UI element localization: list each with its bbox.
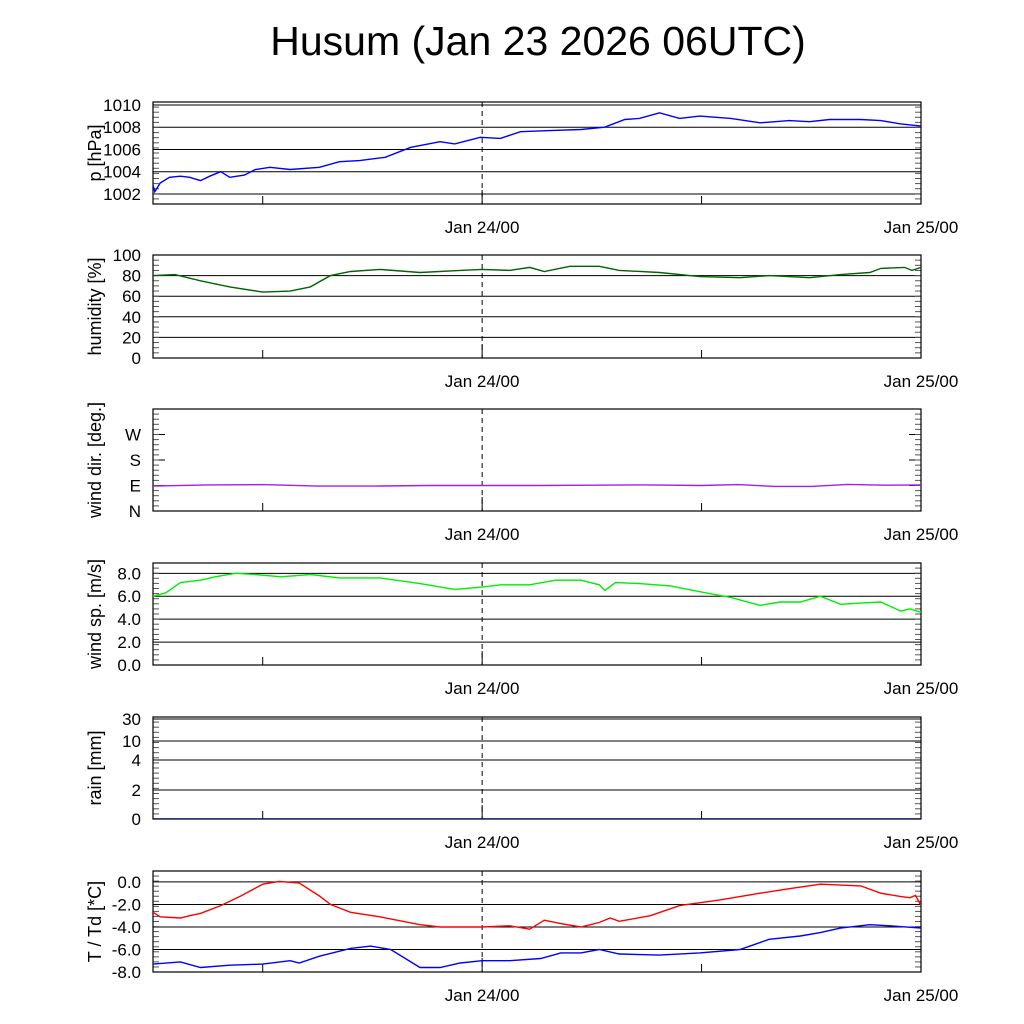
- y-axis-label: p [hPa]: [85, 124, 105, 181]
- plot-frame: [152, 562, 922, 666]
- y-tick-label: 1010: [103, 96, 141, 115]
- y-tick-label: 1008: [103, 118, 141, 137]
- y-tick-label: 20: [122, 328, 141, 347]
- x-tick-label: Jan 25/00: [884, 679, 959, 698]
- y-axis-label: rain [mm]: [85, 730, 105, 805]
- y-axis-label: humidity [%]: [85, 257, 105, 355]
- y-axis-label: T / Td [*C]: [85, 881, 105, 962]
- y-tick-label: N: [129, 502, 141, 521]
- x-tick-label: Jan 25/00: [884, 833, 959, 852]
- series-line-humidity: [153, 265, 921, 293]
- x-tick-label: Jan 24/00: [445, 218, 520, 237]
- x-tick-label: Jan 25/00: [884, 372, 959, 391]
- plot-frame: [152, 870, 922, 973]
- y-tick-label: -4.0: [112, 918, 141, 937]
- series-line-t: [153, 880, 921, 930]
- y-tick-label: 1002: [103, 185, 141, 204]
- panel-temperature: -8.0 -6.0 -4.0 -2.0 0.0 Jan 24/00 Jan 25/00 T /…: [85, 870, 959, 1005]
- y-tick-label: 80: [122, 267, 141, 286]
- plot-frame: [152, 101, 922, 205]
- x-tick-label: Jan 25/00: [884, 986, 959, 1005]
- y-axis-label: wind dir. [deg.]: [85, 402, 105, 519]
- plot-frame: [152, 716, 922, 820]
- x-tick-label: Jan 24/00: [445, 372, 520, 391]
- x-tick-label: Jan 25/00: [884, 525, 959, 544]
- y-tick-label: W: [125, 426, 141, 445]
- y-tick-label: 0.0: [117, 656, 141, 675]
- series-line-wind-speed: [153, 572, 921, 613]
- y-tick-label: -6.0: [112, 940, 141, 959]
- y-tick-label: 6.0: [117, 587, 141, 606]
- y-tick-label: 0: [132, 810, 141, 829]
- x-tick-label: Jan 24/00: [445, 679, 520, 698]
- y-tick-label: 8.0: [117, 564, 141, 583]
- y-tick-label: 1004: [103, 163, 141, 182]
- y-tick-label: 2: [132, 781, 141, 800]
- y-tick-label: 0.0: [117, 873, 141, 892]
- y-tick-label: -8.0: [112, 963, 141, 982]
- plot-frame: [152, 408, 922, 512]
- y-tick-label: 2.0: [117, 633, 141, 652]
- plot-frame: [152, 254, 922, 359]
- y-tick-label: E: [130, 477, 141, 496]
- y-tick-label: 30: [122, 710, 141, 729]
- y-tick-label: 10: [122, 732, 141, 751]
- panel-pressure: 1002 1004 1006 1008 1010 Jan 24/00 Jan 25/00 p …: [85, 96, 958, 237]
- series-line-wind-direction: [153, 483, 921, 488]
- x-tick-label: Jan 24/00: [445, 986, 520, 1005]
- y-tick-label: 100: [113, 246, 141, 265]
- x-tick-label: Jan 24/00: [445, 525, 520, 544]
- y-axis-label: wind sp. [m/s]: [85, 559, 105, 670]
- x-tick-label: Jan 25/00: [884, 218, 959, 237]
- y-tick-label: 40: [122, 308, 141, 327]
- y-tick-label: -2.0: [112, 895, 141, 914]
- y-tick-label: 4.0: [117, 610, 141, 629]
- x-tick-label: Jan 24/00: [445, 833, 520, 852]
- y-tick-label: S: [130, 451, 141, 470]
- y-tick-label: 0: [132, 349, 141, 368]
- series-line-p: [153, 112, 921, 194]
- y-tick-label: 4: [132, 751, 141, 770]
- panel-rain: 0 2 410 30 Jan 24/00 Jan 25/00 rain [mm]: [85, 710, 958, 852]
- chart-title: Husum (Jan 23 2026 06UTC): [270, 18, 806, 64]
- series-line-td: [153, 923, 921, 969]
- panel-wind_speed: 0.0 2.0 4.0 6.0 8.0 Jan 24/00 Jan 25/00 wind sp…: [85, 559, 958, 698]
- y-tick-label: 1006: [103, 140, 141, 159]
- y-tick-label: 60: [122, 287, 141, 306]
